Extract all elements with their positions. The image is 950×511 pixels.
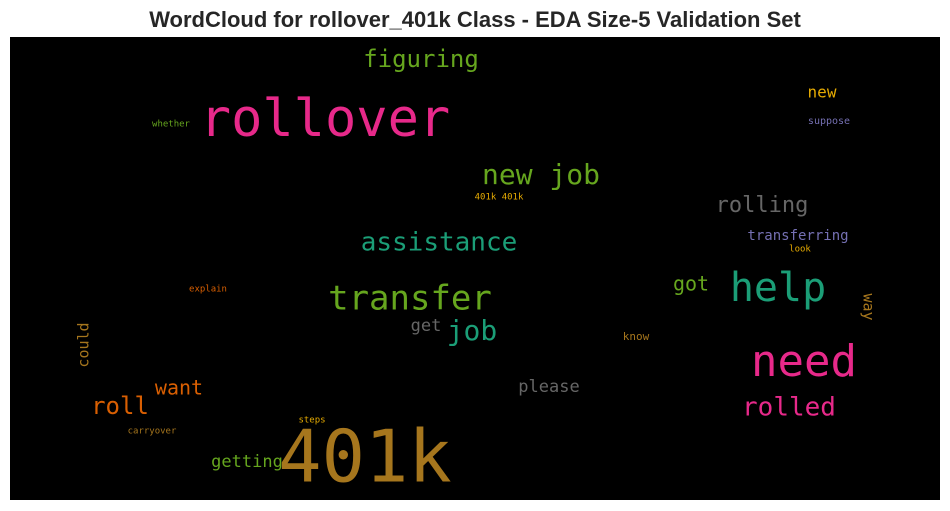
word: job [447,314,498,347]
word: way [860,293,878,320]
word: carryover [128,427,177,437]
word: whether [152,120,191,130]
word: assistance [361,228,518,258]
word: new job [482,158,600,191]
word: 401k [278,415,451,499]
word: got [673,272,709,296]
word: know [623,330,650,343]
word: steps [298,416,325,426]
cloud-background [10,37,940,500]
word: rollover [200,89,450,149]
word: rolled [742,393,836,423]
word: explain [189,285,227,295]
word: could [75,322,93,367]
word: need [751,336,857,387]
word: getting [211,452,283,472]
word: new [808,83,837,102]
word: rolling [716,193,809,218]
word: figuring [363,45,479,73]
word: 401k 401k [475,193,524,203]
word: roll [91,392,149,420]
word: get [411,316,442,336]
word: transfer [328,279,492,319]
word: look [789,245,811,255]
word: transferring [747,228,848,244]
word: please [518,377,579,397]
word: suppose [808,116,850,127]
word: want [155,376,203,400]
word: help [730,265,826,311]
chart-title: WordCloud for rollover_401k Class - EDA … [149,7,801,32]
